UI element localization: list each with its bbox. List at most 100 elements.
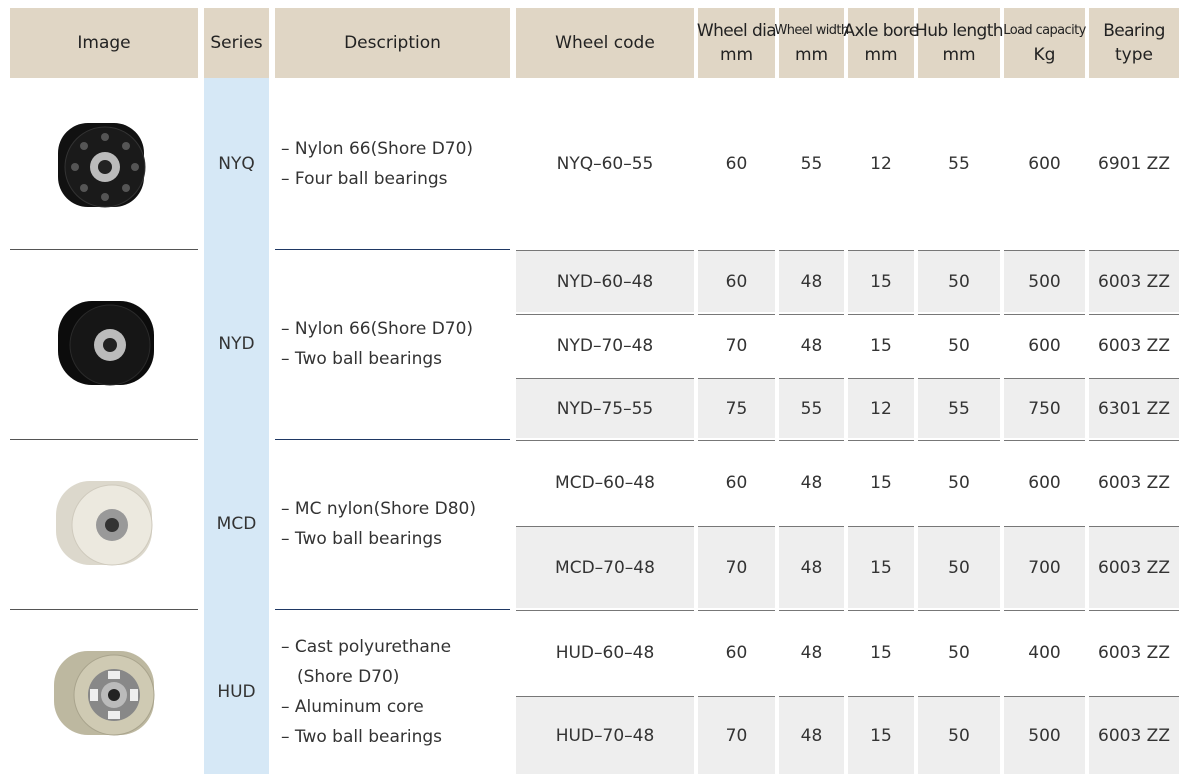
table-cell: HUD–60–48 — [516, 610, 694, 694]
table-cell: 55 — [918, 378, 1000, 438]
series-name: HUD — [204, 610, 269, 774]
table-cell: HUD–70–48 — [516, 696, 694, 774]
table-cell: 500 — [1004, 250, 1085, 312]
table-cell: 70 — [698, 314, 775, 376]
table-cell: 15 — [848, 610, 914, 694]
description-line: – Two ball bearings — [281, 524, 442, 554]
table-cell: 600 — [1004, 440, 1085, 524]
table-cell: 12 — [848, 378, 914, 438]
table-cell: 15 — [848, 440, 914, 524]
table-cell: 48 — [779, 610, 844, 694]
table-cell: 50 — [918, 250, 1000, 312]
table-cell: 6003 ZZ — [1089, 526, 1179, 608]
description-line: – Aluminum core — [281, 692, 424, 722]
table-cell: 50 — [918, 610, 1000, 694]
wheel-image — [50, 473, 160, 573]
table-cell: 6901 ZZ — [1089, 80, 1179, 248]
description-line: – Four ball bearings — [281, 164, 448, 194]
table-cell: 60 — [698, 610, 775, 694]
table-cell: NYD–70–48 — [516, 314, 694, 376]
table-cell: MCD–70–48 — [516, 526, 694, 608]
description: – Nylon 66(Shore D70)– Two ball bearings — [281, 250, 510, 438]
header-text: Description — [344, 31, 441, 55]
description-line: – Two ball bearings — [281, 344, 442, 374]
table-cell: NYD–75–55 — [516, 378, 694, 438]
table-cell: 50 — [918, 440, 1000, 524]
table-cell: 6003 ZZ — [1089, 314, 1179, 376]
table-cell: 6003 ZZ — [1089, 696, 1179, 774]
table-cell: 6003 ZZ — [1089, 250, 1179, 312]
table-cell: 48 — [779, 696, 844, 774]
table-cell: 600 — [1004, 80, 1085, 248]
wheel-image — [50, 643, 160, 743]
description-line: – Nylon 66(Shore D70) — [281, 134, 473, 164]
header-text: type — [1115, 43, 1153, 67]
header-text: mm — [795, 43, 828, 67]
series-name: MCD — [204, 440, 269, 608]
wheel-image — [50, 293, 160, 393]
header-cell: Series — [204, 8, 269, 78]
table-cell: MCD–60–48 — [516, 440, 694, 524]
table-cell: 15 — [848, 314, 914, 376]
group-divider — [10, 249, 198, 250]
group-divider — [10, 439, 198, 440]
table-cell: 15 — [848, 696, 914, 774]
table-cell: 48 — [779, 314, 844, 376]
header-text: Wheel width — [774, 19, 848, 43]
table-cell: 55 — [779, 378, 844, 438]
table-cell: 15 — [848, 526, 914, 608]
table-cell: 700 — [1004, 526, 1085, 608]
page: Image Series Description Wheel code Wheel di… — [0, 0, 1179, 774]
table-cell: NYQ–60–55 — [516, 80, 694, 248]
table-cell: 60 — [698, 80, 775, 248]
table-cell: 15 — [848, 250, 914, 312]
table-cell: 70 — [698, 696, 775, 774]
table-cell: 48 — [779, 250, 844, 312]
header-text: Image — [77, 31, 130, 55]
table-cell: 55 — [779, 80, 844, 248]
table-cell: 400 — [1004, 610, 1085, 694]
table-cell: 6003 ZZ — [1089, 610, 1179, 694]
header-text: mm — [864, 43, 897, 67]
table-cell: 600 — [1004, 314, 1085, 376]
description: – Nylon 66(Shore D70)– Four ball bearing… — [281, 80, 510, 248]
series-name: NYD — [204, 250, 269, 438]
header-text: Kg — [1034, 43, 1056, 67]
table-cell: 6003 ZZ — [1089, 440, 1179, 524]
description-line: – Cast polyurethane — [281, 632, 451, 662]
description-line: – MC nylon(Shore D80) — [281, 494, 476, 524]
table-cell: 750 — [1004, 378, 1085, 438]
header-text: Axle bore — [843, 19, 918, 43]
series-name: NYQ — [204, 80, 269, 248]
header-text: mm — [720, 43, 753, 67]
table-cell: 50 — [918, 526, 1000, 608]
table-cell: NYD–60–48 — [516, 250, 694, 312]
table-cell: 48 — [779, 526, 844, 608]
table-cell: 12 — [848, 80, 914, 248]
header-cell: Wheel code — [516, 8, 694, 78]
header-text: Wheel dia — [697, 19, 776, 43]
table-cell: 55 — [918, 80, 1000, 248]
table-cell: 48 — [779, 440, 844, 524]
header-text: Load capacity — [1003, 19, 1085, 43]
table-cell: 60 — [698, 440, 775, 524]
header-text: Hub length — [915, 19, 1003, 43]
header-text: mm — [942, 43, 975, 67]
table-cell: 50 — [918, 696, 1000, 774]
table-cell: 70 — [698, 526, 775, 608]
description-line: – Two ball bearings — [281, 722, 442, 752]
table-cell: 500 — [1004, 696, 1085, 774]
header-text: Wheel code — [555, 31, 655, 55]
header-cell: Description — [275, 8, 510, 78]
header-text: Bearing — [1103, 19, 1165, 43]
header-text: Series — [210, 31, 262, 55]
group-divider — [10, 609, 198, 610]
wheel-image — [50, 115, 160, 215]
description-line: – Nylon 66(Shore D70) — [281, 314, 473, 344]
table-cell: 75 — [698, 378, 775, 438]
